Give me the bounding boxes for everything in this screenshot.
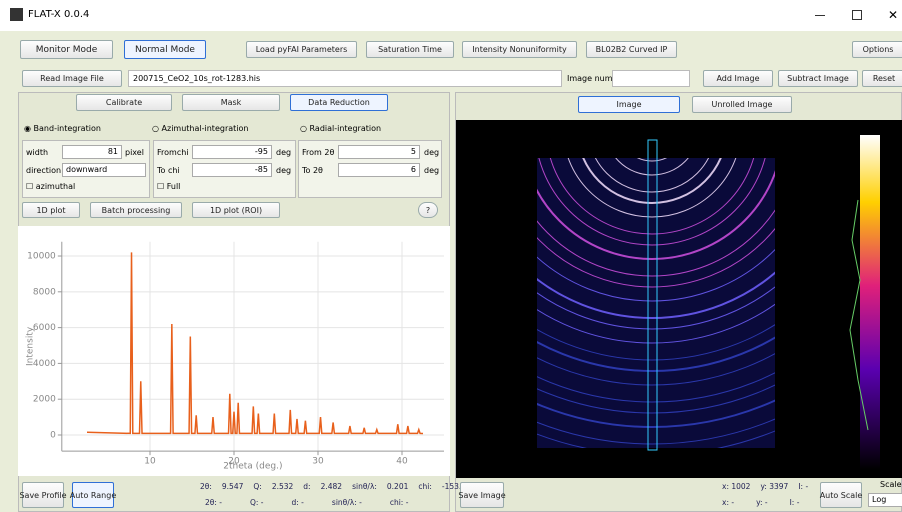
status-text: x: 1002 <box>722 482 750 491</box>
auto-scale[interactable]: Auto Scale <box>820 482 862 508</box>
status-text: Q: - <box>250 498 264 507</box>
pixel-info: x: 1002 y: 3397 I: - <box>722 482 808 491</box>
app-window: FLAT-X 0.0.4 ✕ Monitor Mode Normal Mode … <box>0 0 902 512</box>
save-profile[interactable]: Save Profile <box>22 482 64 508</box>
status-text: 2.482 <box>321 482 342 491</box>
status-text: y: 3397 <box>760 482 788 491</box>
y-tick-label: 10000 <box>27 252 56 262</box>
status-text: 2.532 <box>272 482 293 491</box>
status-text: chi: <box>418 482 432 491</box>
y-tick-label: 4000 <box>33 359 56 369</box>
intensity-line <box>87 252 423 433</box>
status-text: sinθ/λ: <box>352 482 377 491</box>
x-tick-label: 30 <box>312 457 324 467</box>
x-tick-label: 10 <box>144 457 156 467</box>
ring <box>619 95 685 161</box>
scale-label: Scale <box>880 480 902 489</box>
status-text: y: - <box>756 498 768 507</box>
status-text: I: - <box>798 482 808 491</box>
scale-select[interactable]: Log <box>868 493 902 507</box>
status-text: I: - <box>790 498 800 507</box>
status-text: x: - <box>722 498 734 507</box>
x-axis-label: 2theta (deg.) <box>223 462 282 472</box>
status-text: 0.201 <box>387 482 408 491</box>
x-tick-label: 40 <box>396 457 408 467</box>
ring <box>630 106 674 150</box>
y-tick-label: 2000 <box>33 395 56 405</box>
status-text: 2θ: - <box>205 498 222 507</box>
status-text: 2θ: <box>200 482 212 491</box>
save-image[interactable]: Save Image <box>460 482 504 508</box>
status-text: d: - <box>292 498 304 507</box>
colorbar <box>860 135 880 470</box>
status-text: sinθ/λ: - <box>332 498 362 507</box>
detector-image <box>537 158 775 448</box>
y-tick-label: 6000 <box>33 323 56 333</box>
status-text: d: <box>303 482 310 491</box>
y-tick-label: 0 <box>50 430 56 440</box>
cursor-info-2: 2θ: - Q: - d: - sinθ/λ: - chi: - <box>205 498 408 507</box>
status-text: 9.547 <box>222 482 243 491</box>
auto-range[interactable]: Auto Range <box>72 482 114 508</box>
pixel-info-2: x: - y: - I: - <box>722 498 799 507</box>
y-tick-label: 8000 <box>33 287 56 297</box>
status-text: Q: <box>253 482 261 491</box>
y-axis-label: Intensity <box>26 326 36 366</box>
status-text: chi: - <box>390 498 409 507</box>
graphics: 1020304002000400060008000100002theta (de… <box>0 0 902 512</box>
